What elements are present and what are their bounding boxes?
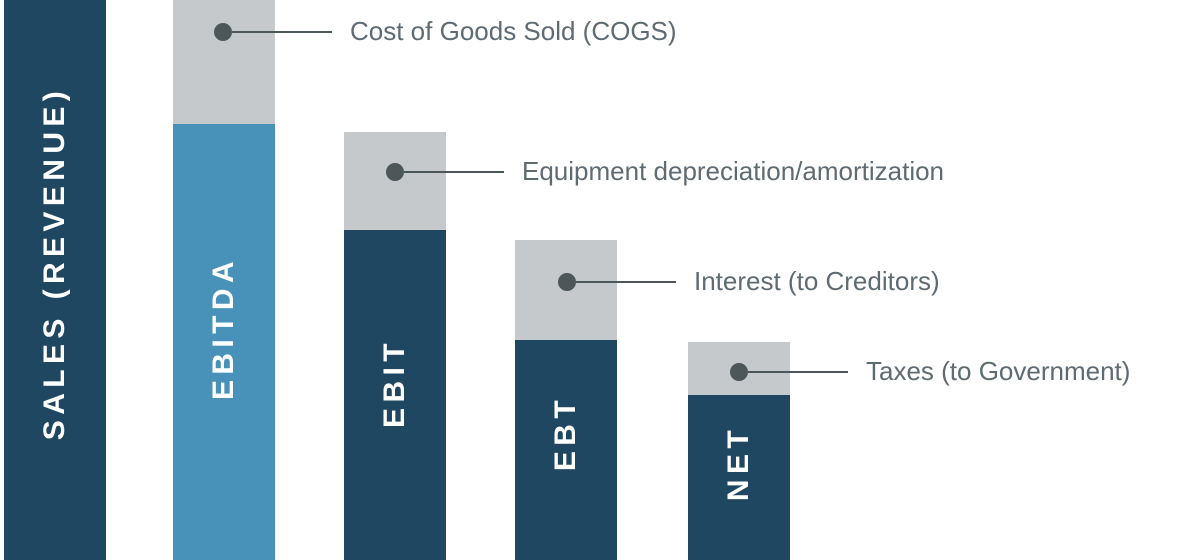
callout-cogs: Cost of Goods Sold (COGS) bbox=[214, 16, 677, 47]
callout-line bbox=[748, 371, 848, 373]
dot-icon bbox=[386, 163, 404, 181]
callout-interest: Interest (to Creditors) bbox=[558, 266, 940, 297]
bar-ebt-label: EBT bbox=[549, 395, 583, 471]
callout-taxes: Taxes (to Government) bbox=[730, 356, 1130, 387]
callout-line bbox=[232, 31, 332, 33]
bar-ebit: EBIT bbox=[344, 132, 446, 560]
callout-da-text: Equipment depreciation/amortization bbox=[504, 156, 944, 187]
bar-net-label: NET bbox=[722, 425, 756, 501]
dot-icon bbox=[558, 273, 576, 291]
callout-da: Equipment depreciation/amortization bbox=[386, 156, 944, 187]
profit-waterfall-chart: SALES (REVENUE) EBITDA EBIT EBT NET Cost… bbox=[0, 0, 1200, 560]
callout-taxes-text: Taxes (to Government) bbox=[848, 356, 1130, 387]
dot-icon bbox=[730, 363, 748, 381]
bar-sales: SALES (REVENUE) bbox=[4, 0, 106, 560]
callout-line bbox=[404, 171, 504, 173]
callout-line bbox=[576, 281, 676, 283]
callout-interest-text: Interest (to Creditors) bbox=[676, 266, 940, 297]
bar-ebitda: EBITDA bbox=[173, 0, 275, 560]
bar-ebitda-label: EBITDA bbox=[207, 256, 241, 400]
bar-ebit-label: EBIT bbox=[378, 338, 412, 428]
dot-icon bbox=[214, 23, 232, 41]
bar-sales-label: SALES (REVENUE) bbox=[38, 86, 72, 440]
callout-cogs-text: Cost of Goods Sold (COGS) bbox=[332, 16, 677, 47]
